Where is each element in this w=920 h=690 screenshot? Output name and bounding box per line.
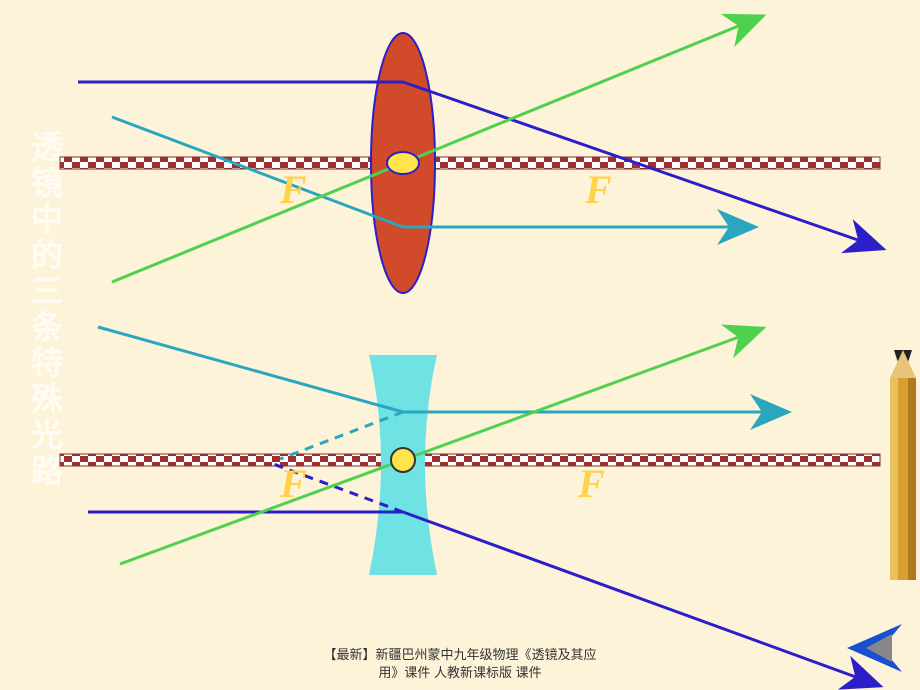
optical-center bbox=[387, 152, 419, 174]
footer-line2: 用》课件 人教新课标版 课件 bbox=[378, 665, 541, 680]
focal-point-label: F bbox=[279, 167, 307, 212]
convex-lens-diagram: FF bbox=[60, 18, 880, 293]
lens-diagrams: FF FF bbox=[0, 0, 920, 690]
focal-point-label: F bbox=[279, 461, 307, 506]
green-center-out bbox=[403, 18, 758, 163]
green-center-out bbox=[403, 330, 758, 460]
principal-axis bbox=[60, 454, 880, 466]
footer-line1: 【最新】新疆巴州蒙中九年级物理《透镜及其应 bbox=[323, 647, 596, 662]
optical-center bbox=[391, 448, 415, 472]
nav-back-button[interactable] bbox=[832, 624, 902, 672]
concave-lens-diagram: FF bbox=[60, 327, 880, 684]
focal-point-label: F bbox=[584, 167, 612, 212]
pencil-decoration bbox=[886, 350, 920, 580]
footer-caption: 【最新】新疆巴州蒙中九年级物理《透镜及其应 用》课件 人教新课标版 课件 bbox=[323, 646, 596, 682]
principal-axis bbox=[60, 157, 880, 169]
teal-parallel-in bbox=[98, 327, 403, 412]
focal-point-label: F bbox=[577, 461, 605, 506]
green-center-in bbox=[112, 163, 403, 282]
teal-to-focus-in bbox=[112, 117, 403, 227]
